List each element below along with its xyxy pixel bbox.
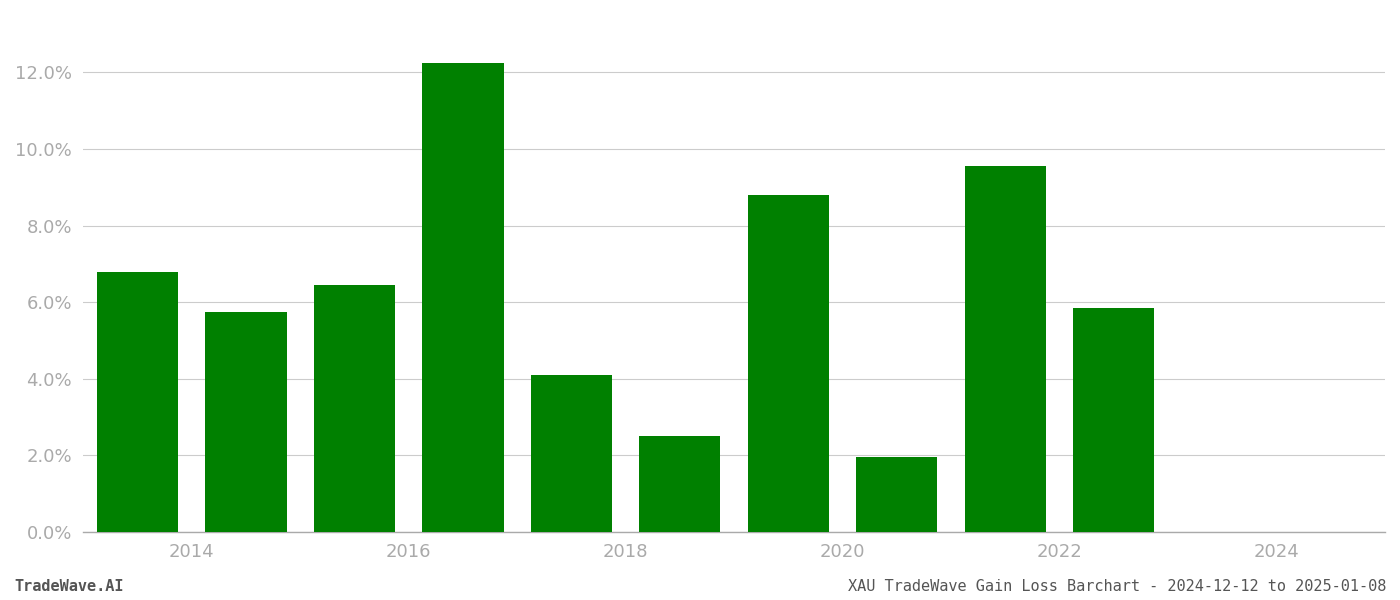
Bar bbox=[748, 195, 829, 532]
Bar bbox=[965, 166, 1046, 532]
Bar bbox=[1072, 308, 1155, 532]
Bar bbox=[423, 63, 504, 532]
Bar bbox=[857, 457, 938, 532]
Bar bbox=[531, 375, 612, 532]
Text: TradeWave.AI: TradeWave.AI bbox=[14, 579, 123, 594]
Text: XAU TradeWave Gain Loss Barchart - 2024-12-12 to 2025-01-08: XAU TradeWave Gain Loss Barchart - 2024-… bbox=[847, 579, 1386, 594]
Bar bbox=[314, 285, 395, 532]
Bar bbox=[640, 436, 721, 532]
Bar bbox=[97, 272, 178, 532]
Bar bbox=[206, 312, 287, 532]
